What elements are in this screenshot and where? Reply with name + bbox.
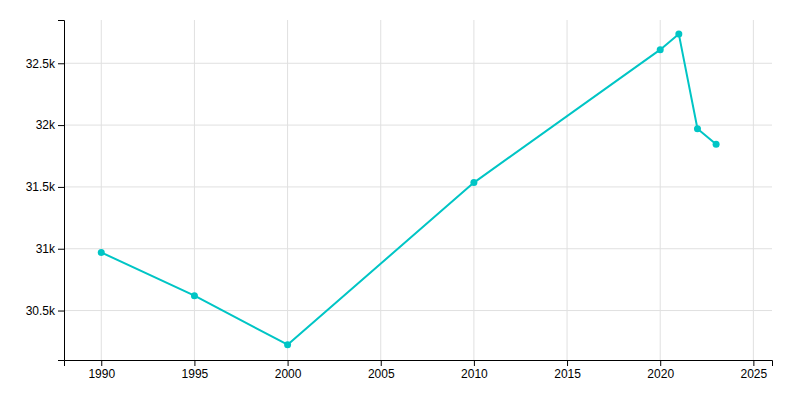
tick-mark bbox=[288, 360, 289, 366]
tick: 31.5k bbox=[26, 180, 64, 194]
grid-line-x bbox=[753, 20, 754, 360]
tick-mark bbox=[381, 360, 382, 366]
tick-label: 1995 bbox=[182, 367, 209, 381]
grid-line-y bbox=[64, 125, 772, 126]
chart-container: 1990 1995 2000 2005 2010 2015 2020 2025 30.5k 31k… bbox=[0, 0, 800, 400]
tick-label: 31k bbox=[36, 242, 56, 256]
tick: 30.5k bbox=[26, 304, 64, 318]
tick-mark bbox=[194, 360, 195, 366]
x-axis: 1990 1995 2000 2005 2010 2015 2020 2025 bbox=[65, 360, 773, 381]
tick-label: 2000 bbox=[275, 367, 302, 381]
tick-mark bbox=[660, 360, 661, 366]
grid-line-x bbox=[567, 20, 568, 360]
point bbox=[713, 141, 720, 148]
grid-line-x bbox=[101, 20, 102, 360]
grid-line-x bbox=[194, 20, 195, 360]
tick-mark bbox=[474, 360, 475, 366]
point bbox=[191, 292, 198, 299]
tick-mark bbox=[567, 360, 568, 366]
tick: 2010 bbox=[461, 360, 488, 381]
tick: 1995 bbox=[182, 360, 209, 381]
grid-line-y bbox=[64, 248, 772, 249]
point bbox=[675, 31, 682, 38]
tick-mark bbox=[58, 249, 64, 250]
tick-label: 32.5k bbox=[26, 57, 56, 71]
tick: 2005 bbox=[368, 360, 395, 381]
grid-line-y bbox=[64, 310, 772, 311]
grid-line-x bbox=[473, 20, 474, 360]
tick: 31k bbox=[36, 242, 64, 256]
plot-area bbox=[98, 31, 720, 349]
tick: 32k bbox=[36, 118, 64, 132]
tick-label: 31.5k bbox=[26, 180, 56, 194]
tick-mark bbox=[753, 360, 754, 366]
tick-mark bbox=[101, 360, 102, 366]
point bbox=[470, 179, 477, 186]
grid-line-y bbox=[64, 63, 772, 64]
tick-label: 1990 bbox=[88, 367, 115, 381]
tick-mark bbox=[58, 125, 64, 126]
point bbox=[657, 46, 664, 53]
tick-mark bbox=[58, 187, 64, 188]
tick-label: 2010 bbox=[461, 367, 488, 381]
tick-mark bbox=[58, 63, 64, 64]
tick: 1990 bbox=[88, 360, 115, 381]
tick: 2020 bbox=[647, 360, 674, 381]
y-axis: 30.5k 31k 31.5k 32k 32.5k bbox=[26, 21, 65, 361]
grid-line-x bbox=[380, 20, 381, 360]
tick: 2000 bbox=[275, 360, 302, 381]
line bbox=[101, 34, 716, 345]
point bbox=[98, 249, 105, 256]
tick: 2025 bbox=[741, 360, 768, 381]
axis-line bbox=[65, 361, 773, 367]
tick-label: 2005 bbox=[368, 367, 395, 381]
chart-svg: 1990 1995 2000 2005 2010 2015 2020 2025 30.5k 31k… bbox=[0, 0, 800, 400]
grid-line-x bbox=[287, 20, 288, 360]
grid-line-x bbox=[660, 20, 661, 360]
tick-label: 2020 bbox=[647, 367, 674, 381]
tick-label: 30.5k bbox=[26, 304, 56, 318]
point bbox=[694, 125, 701, 132]
tick-mark bbox=[58, 311, 64, 312]
tick-label: 2015 bbox=[554, 367, 581, 381]
tick-label: 32k bbox=[36, 118, 56, 132]
grid bbox=[64, 20, 772, 360]
tick: 2015 bbox=[554, 360, 581, 381]
grid-line-y bbox=[64, 186, 772, 187]
point bbox=[284, 341, 291, 348]
tick-label: 2025 bbox=[741, 367, 768, 381]
axis-line bbox=[58, 21, 65, 361]
tick: 32.5k bbox=[26, 57, 64, 71]
